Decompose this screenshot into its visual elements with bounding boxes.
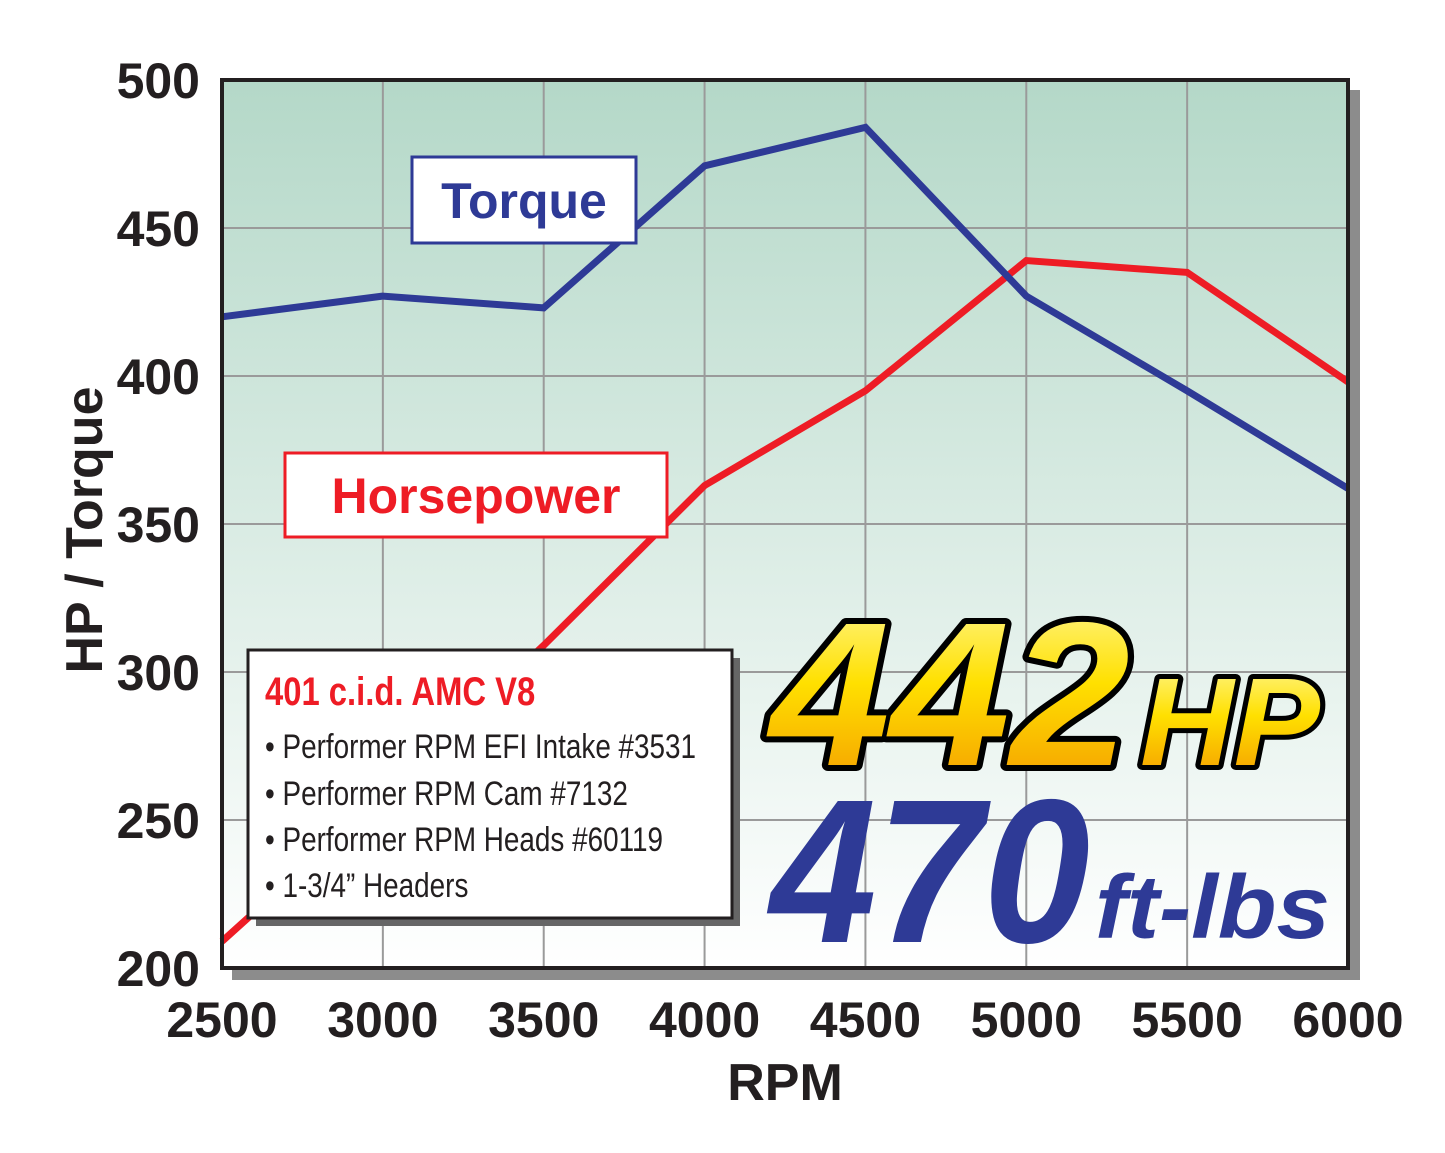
spec-box: 401 c.i.d. AMC V8 • Performer RPM EFI In… (246, 648, 740, 926)
y-tick-label: 250 (117, 793, 200, 849)
legend-box (283, 451, 669, 539)
x-tick-label: 3500 (488, 992, 599, 1048)
spec-item: • Performer RPM EFI Intake #3531 (265, 727, 696, 765)
series-line (221, 123, 1350, 492)
spec-item: • Performer RPM Heads #60119 (265, 820, 663, 858)
x-tick-label: 3000 (327, 992, 438, 1048)
x-tick-label: 4000 (649, 992, 760, 1048)
x-tick-label: 5500 (1132, 992, 1243, 1048)
y-tick-label: 500 (117, 53, 200, 109)
torque-value: 470 (766, 757, 1090, 986)
y-tick-label: 450 (117, 201, 200, 257)
legend-box (410, 155, 638, 245)
x-tick-label: 4500 (810, 992, 921, 1048)
y-tick-label: 300 (117, 645, 200, 701)
spec-frame (246, 648, 734, 920)
x-axis-label: RPM (727, 1054, 843, 1112)
y-tick-label: 350 (117, 497, 200, 553)
y-axis-label: HP / Torque (56, 387, 114, 674)
y-tick-label: 400 (117, 349, 200, 405)
y-tick-label: 200 (117, 941, 200, 997)
legend-label: Horsepower (332, 468, 621, 524)
torque-unit: ft-lbs (1095, 858, 1330, 958)
x-tick-label: 6000 (1292, 992, 1403, 1048)
x-tick-label: 5000 (971, 992, 1082, 1048)
hp-value: 442 (766, 580, 1130, 809)
legend-label: Torque (441, 173, 607, 229)
plot-frame (220, 78, 1350, 970)
legend-item: Torque (410, 155, 638, 245)
x-tick-label: 2500 (166, 992, 277, 1048)
hp-unit: HP (1140, 653, 1321, 792)
ticks: 200 250 300 350 400 450 500 2500 3000 3500 4000 450… (117, 53, 1404, 1048)
callouts: 442 HP 470 ft-lbs (760, 574, 1330, 986)
spec-item: • 1-3/4” Headers (265, 866, 468, 904)
legend-item: Horsepower (283, 451, 669, 539)
spec-item: • Performer RPM Cam #7132 (265, 774, 628, 812)
spec-title: 401 c.i.d. AMC V8 (265, 669, 535, 714)
